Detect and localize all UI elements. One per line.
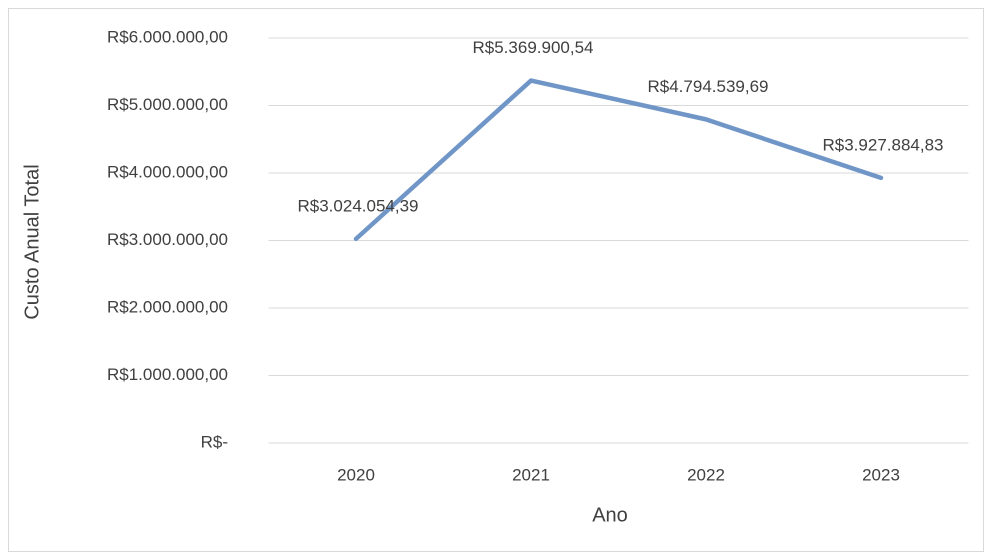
y-axis-title: Custo Anual Total <box>21 164 43 319</box>
data-label: R$5.369.900,54 <box>473 38 594 57</box>
y-tick-label: R$1.000.000,00 <box>107 365 228 384</box>
y-tick-label: R$3.000.000,00 <box>107 230 228 249</box>
data-line <box>353 78 884 242</box>
data-label: R$4.794.539,69 <box>648 77 769 96</box>
y-tick-label: R$2.000.000,00 <box>107 297 228 316</box>
x-tick-label: 2020 <box>337 465 375 484</box>
data-label: R$3.927.884,83 <box>823 135 944 154</box>
y-tick-label: R$6.000.000,00 <box>107 27 228 46</box>
y-tick-label: R$5.000.000,00 <box>107 95 228 114</box>
y-tick-label: R$- <box>201 432 228 451</box>
y-tick-label: R$4.000.000,00 <box>107 162 228 181</box>
x-tick-label: 2022 <box>687 465 725 484</box>
x-tick-label: 2023 <box>862 465 900 484</box>
x-tick-label: 2021 <box>512 465 550 484</box>
data-label: R$3.024.054,39 <box>298 196 419 215</box>
x-axis-title: Ano <box>592 504 628 526</box>
chart-border <box>8 8 984 552</box>
